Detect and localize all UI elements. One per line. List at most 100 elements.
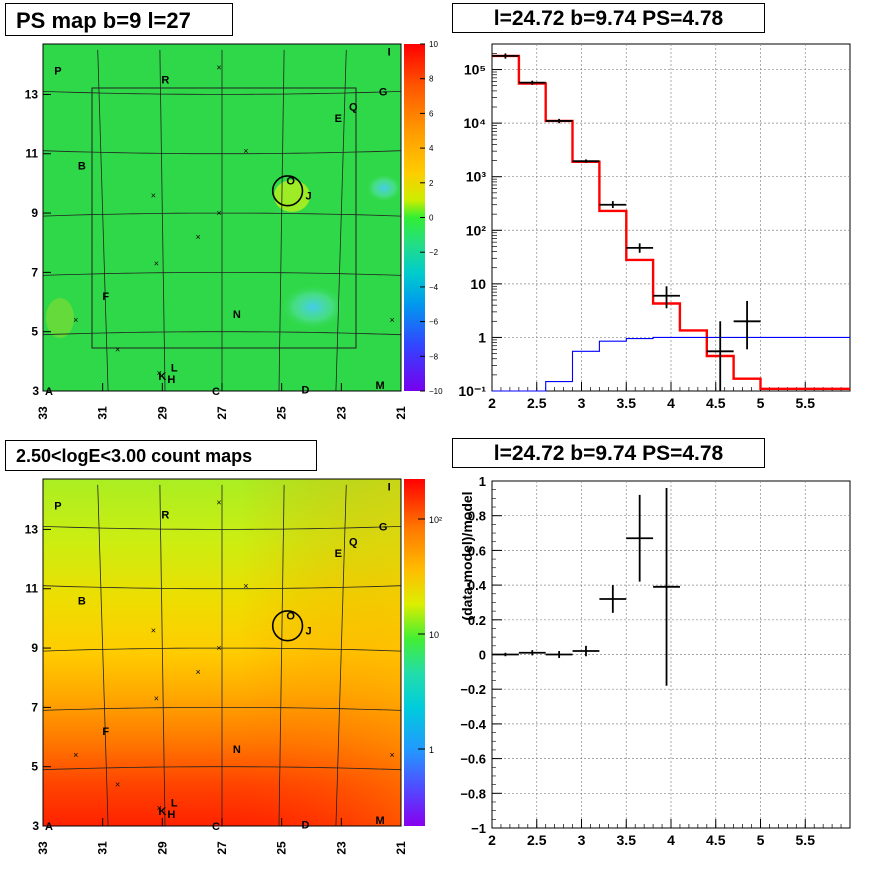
y-tick-label: 0 xyxy=(479,648,486,663)
spectrum-title: l=24.72 b=9.74 PS=4.78 xyxy=(493,7,724,30)
x-tick-label: 31 xyxy=(96,406,110,420)
count-map-axes: 33 31 29 27 25 23 21 13 11 9 7 5 3 xyxy=(25,522,408,854)
grid-parallel xyxy=(42,526,402,530)
ps-map-coordinate-grid xyxy=(42,49,402,392)
source-label: O xyxy=(286,175,295,187)
source-marker: × xyxy=(151,625,156,635)
source-label: K xyxy=(158,371,166,383)
y-tick-label: 10² xyxy=(466,222,487,238)
x-tick-label: 3.5 xyxy=(617,395,637,411)
x-tick-label: 3.5 xyxy=(617,832,637,848)
source-label: F xyxy=(102,726,109,738)
x-tick-label: 29 xyxy=(155,406,169,420)
colorbar-label: 8 xyxy=(429,75,434,84)
ps-map-title-box: PS map b=9 l=27 xyxy=(5,3,233,36)
source-label: M xyxy=(376,380,385,392)
y-tick-label: 0.2 xyxy=(468,613,486,628)
grid-parallel xyxy=(42,647,402,652)
x-tick-label: 25 xyxy=(275,406,289,420)
source-label: P xyxy=(54,501,61,513)
source-label: M xyxy=(376,815,385,827)
ps-map-title: PS map b=9 l=27 xyxy=(16,8,191,33)
grid-parallel xyxy=(42,331,402,336)
source-label: P xyxy=(54,66,61,78)
source-label: R xyxy=(161,75,169,87)
count-map-coordinate-grid xyxy=(42,484,402,827)
source-label: E xyxy=(335,548,342,560)
background-step-line xyxy=(492,336,850,392)
colorbar-label: 10² xyxy=(429,515,442,525)
source-marker: × xyxy=(389,750,394,760)
x-tick-label: 2 xyxy=(488,395,496,411)
x-tick-label: 27 xyxy=(215,406,229,420)
source-label: J xyxy=(305,190,311,202)
source-label: H xyxy=(167,374,175,386)
colorbar-label: 0 xyxy=(429,214,434,223)
x-tick-label: 2.5 xyxy=(527,395,547,411)
source-label: Q xyxy=(349,101,358,113)
count-map-title: 2.50<logE<3.00 count maps xyxy=(16,446,253,466)
x-tick-label: 4 xyxy=(667,395,675,411)
y-tick-label: 1 xyxy=(479,474,486,489)
source-label: G xyxy=(379,522,388,534)
y-tick-label: 9 xyxy=(31,206,38,220)
x-tick-label: 27 xyxy=(215,841,229,855)
y-tick-label: 0.8 xyxy=(468,509,486,524)
x-tick-label: 33 xyxy=(36,406,50,420)
y-tick-label: −0.6 xyxy=(460,752,486,767)
colorbar-label: 10 xyxy=(429,40,438,49)
colorbar-label: 10 xyxy=(429,630,439,640)
source-label: G xyxy=(379,87,388,99)
x-tick-label: 23 xyxy=(334,406,348,420)
y-tick-label: −1 xyxy=(471,821,486,836)
x-tick-label: 4.5 xyxy=(706,395,726,411)
y-tick-label: 10⁻¹ xyxy=(458,383,486,399)
source-label: C xyxy=(212,386,220,398)
source-marker: × xyxy=(115,345,120,355)
source-label: B xyxy=(78,596,86,608)
y-tick-label: 10⁵ xyxy=(464,62,486,78)
source-marker: × xyxy=(216,208,221,218)
source-marker: × xyxy=(157,803,162,813)
source-marker: × xyxy=(243,146,248,156)
grid-meridian xyxy=(335,484,347,827)
source-marker: × xyxy=(73,750,78,760)
grid-meridian xyxy=(278,49,285,392)
source-label: C xyxy=(212,821,220,833)
grid-meridian xyxy=(335,49,347,392)
x-tick-label: 31 xyxy=(96,841,110,855)
y-tick-label: 7 xyxy=(31,265,38,279)
source-marker: × xyxy=(195,667,200,677)
x-tick-label: 3 xyxy=(578,832,586,848)
y-tick-label: 11 xyxy=(25,582,38,596)
residual-chart: 2 2.5 3 3.5 4 4.5 5 5.5 1 0.8 0.6 0.4 0.2 0 −0.2 −0.4 −0… xyxy=(459,474,851,848)
corner-tick-label: 3 xyxy=(32,384,39,398)
ps-map-axes: 33 31 29 27 25 23 21 13 11 9 7 5 3 xyxy=(25,87,408,419)
source-label: Q xyxy=(349,536,358,548)
grid-parallel xyxy=(42,91,402,95)
y-tick-label: 10 xyxy=(470,276,486,292)
source-marker: × xyxy=(151,190,156,200)
spectrum-chart: 2 2.5 3 3.5 4 4.5 5 5.5 10⁵ 10⁴ 10³ 10² 10 1 10⁻¹ xyxy=(458,43,851,411)
x-tick-label: 2 xyxy=(488,832,496,848)
residual-title-box: l=24.72 b=9.74 PS=4.78 xyxy=(452,438,765,468)
source-label: I xyxy=(388,46,391,58)
grid-parallel xyxy=(42,271,402,276)
grid-parallel xyxy=(42,585,402,590)
corner-tick-label: 3 xyxy=(32,819,39,833)
colorbar-label: −4 xyxy=(429,283,439,292)
source-marker: × xyxy=(154,259,159,269)
ps-map-cold-region xyxy=(281,285,345,329)
ps-colorbar xyxy=(404,44,425,391)
source-marker: × xyxy=(243,581,248,591)
source-label: L xyxy=(171,362,178,374)
x-tick-label: 21 xyxy=(394,841,408,855)
target-circle xyxy=(271,610,304,642)
ps-map-roi-box xyxy=(91,87,357,349)
source-label: I xyxy=(388,481,391,493)
ps-map-hotspot xyxy=(274,180,310,212)
source-label: J xyxy=(305,625,311,637)
source-marker: × xyxy=(154,694,159,704)
